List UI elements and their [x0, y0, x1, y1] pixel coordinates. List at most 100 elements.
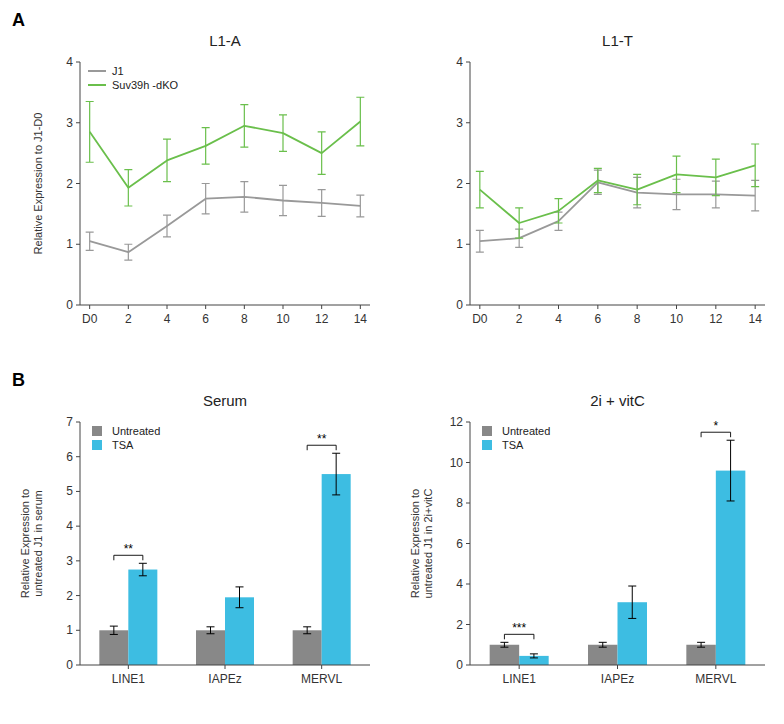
title: L1-T	[602, 32, 633, 49]
error-bar	[356, 195, 364, 217]
y-tick	[76, 62, 80, 63]
x-tick	[167, 305, 168, 309]
x-tick	[637, 305, 638, 309]
bar	[686, 645, 716, 665]
x-tick	[225, 665, 226, 669]
error-bar	[240, 182, 248, 212]
error-bar	[240, 105, 248, 148]
legend-swatch	[92, 440, 102, 450]
x-tick-label: 2	[125, 312, 132, 326]
line	[480, 165, 755, 223]
y-axis	[80, 422, 81, 665]
error-bar	[727, 440, 735, 501]
y-tick	[466, 62, 470, 63]
bar	[293, 630, 322, 665]
y-tick	[466, 122, 470, 123]
y-tick	[466, 503, 470, 504]
error-bar	[163, 215, 171, 237]
y-tick	[76, 491, 80, 492]
error-bar	[633, 174, 641, 204]
panel: L1-T01234D02468101214	[456, 32, 765, 326]
error-bar	[697, 642, 705, 647]
x-tick-label: 4	[164, 312, 171, 326]
x-tick	[205, 305, 206, 309]
error-bar	[332, 453, 340, 495]
y-tick-label: 1	[456, 237, 463, 251]
plot-area	[476, 144, 759, 252]
x-tick-label: 6	[202, 312, 209, 326]
x-tick-label: 8	[241, 312, 248, 326]
x-axis	[80, 665, 370, 666]
error-bar	[515, 208, 523, 238]
y-tick	[76, 560, 80, 561]
y-axis-label: untreated J1 in serum	[32, 490, 44, 596]
x-tick	[617, 665, 618, 669]
legend-label: Untreated	[112, 425, 160, 437]
x-tick	[321, 305, 322, 309]
error-bar	[124, 244, 132, 260]
x-tick-label: LINE1	[112, 672, 146, 686]
panel-label: A	[12, 10, 25, 30]
title: Serum	[203, 392, 247, 409]
y-tick	[466, 665, 470, 666]
panel: 2i + vitC024681012Relative Expression to…	[409, 392, 765, 686]
y-tick	[76, 526, 80, 527]
significance-label: *	[713, 419, 718, 433]
x-axis	[470, 305, 765, 306]
y-tick-label: 10	[450, 456, 464, 470]
x-tick	[128, 665, 129, 669]
legend-label: TSA	[502, 439, 524, 451]
legend: Untreated TSA	[482, 425, 550, 451]
legend-label: J1	[112, 65, 124, 77]
legend-swatch	[482, 426, 492, 436]
x-tick-label: 12	[315, 312, 329, 326]
plot-area	[99, 453, 350, 665]
y-tick	[76, 183, 80, 184]
y-tick-label: 4	[66, 519, 73, 533]
y-tick	[76, 630, 80, 631]
y-tick	[466, 462, 470, 463]
y-tick-label: 1	[66, 623, 73, 637]
panel: Serum01234567Relative Expression tountre…	[12, 370, 370, 686]
error-bar	[594, 168, 602, 192]
error-bar	[279, 185, 287, 215]
y-tick	[466, 422, 470, 423]
y-tick	[466, 244, 470, 245]
y-tick-label: 0	[456, 658, 463, 672]
error-bar	[86, 232, 94, 250]
legend: J1Suv39h -dKO	[88, 65, 178, 91]
y-tick-label: 7	[66, 415, 73, 429]
error-bar	[500, 642, 508, 647]
y-tick	[76, 122, 80, 123]
x-tick-label: 14	[748, 312, 762, 326]
bar	[99, 630, 128, 665]
page: {"chart_data": [ {"type": "line", "title…	[0, 0, 784, 724]
y-tick-label: 0	[456, 298, 463, 312]
error-bar	[279, 115, 287, 151]
x-tick-label: 8	[634, 312, 641, 326]
significance-label: ***	[512, 621, 526, 635]
y-tick-label: 2	[456, 618, 463, 632]
x-tick-label: 14	[354, 312, 368, 326]
y-tick-label: 4	[456, 55, 463, 69]
x-tick	[519, 665, 520, 669]
error-bar	[318, 190, 326, 217]
y-axis	[470, 422, 471, 665]
x-tick-label: D0	[82, 312, 98, 326]
x-tick-label: MERVL	[695, 672, 736, 686]
error-bar	[318, 132, 326, 175]
error-bar	[202, 184, 210, 214]
title: L1-A	[209, 32, 241, 49]
bar	[490, 645, 519, 665]
x-tick	[519, 305, 520, 309]
bar	[128, 570, 157, 665]
error-bar	[124, 170, 132, 206]
x-tick-label: MERVL	[301, 672, 342, 686]
y-axis	[80, 62, 81, 305]
x-tick-label: LINE1	[502, 672, 536, 686]
legend-label: Untreated	[502, 425, 550, 437]
y-tick	[466, 183, 470, 184]
legend: UntreatedTSA	[92, 425, 160, 451]
x-tick	[558, 305, 559, 309]
y-axis	[470, 62, 471, 305]
